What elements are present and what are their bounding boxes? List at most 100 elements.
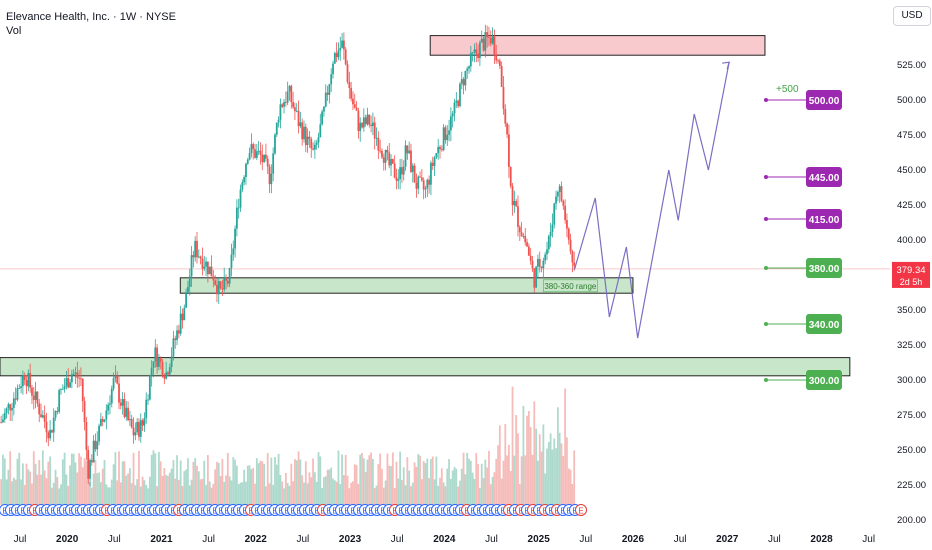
candle-body [0, 422, 3, 423]
candle-body [259, 150, 262, 155]
earnings-marker-label: E [248, 507, 253, 516]
candle-body [323, 106, 325, 112]
volume-bar [337, 450, 340, 505]
volume-bar [444, 486, 447, 505]
volume-bar [237, 484, 240, 505]
candle-body [29, 373, 32, 388]
candle-body [69, 382, 71, 388]
candle-body [399, 167, 402, 180]
candle-body [225, 277, 227, 281]
candle-body [493, 36, 496, 55]
volume-bar [3, 458, 6, 505]
candle-body [404, 145, 407, 167]
candle-body [38, 403, 41, 415]
volume-bar [560, 443, 563, 505]
volume-bar [317, 452, 320, 505]
candle-body [279, 104, 282, 120]
candle-body [527, 246, 530, 256]
candle-body [453, 102, 456, 114]
earnings-marker-label: E [242, 507, 247, 516]
candle-body [484, 32, 487, 51]
volume-bar [566, 437, 568, 505]
volume-bar [359, 454, 362, 505]
candle-body [417, 176, 420, 189]
volume-bar [549, 433, 552, 505]
volume-bar [488, 450, 490, 505]
candle-body [424, 188, 427, 190]
volume-bar [546, 448, 548, 505]
volume-bar [449, 478, 452, 505]
candle-body [268, 166, 271, 185]
volume-bar [408, 470, 411, 505]
volume-bar [364, 472, 367, 505]
candle-body [451, 113, 454, 117]
candle-body [379, 150, 382, 152]
earnings-marker-label: E [236, 507, 241, 516]
candle-body [161, 361, 164, 377]
candle-body [61, 388, 64, 390]
candle-body [489, 37, 492, 44]
volume-bar [192, 461, 195, 505]
level-label-box-4 [806, 314, 842, 334]
volume-bar [107, 487, 110, 505]
candle-body [315, 142, 318, 145]
candle-body [208, 266, 211, 275]
volume-bar [306, 483, 309, 505]
candle-body [96, 441, 99, 450]
candle-body [426, 179, 429, 189]
earnings-marker-label: E [104, 507, 109, 516]
candle-body [506, 123, 508, 135]
candle-body [165, 372, 168, 379]
volume-bar [478, 487, 481, 505]
candle-body [250, 144, 253, 154]
candle-body [439, 146, 441, 150]
candle-body [31, 387, 33, 396]
candle-body [546, 249, 548, 255]
earnings-marker-label: E [92, 507, 97, 516]
candle-body [210, 266, 213, 277]
volume-bar [277, 453, 280, 505]
volume-bar [22, 463, 24, 505]
volume-bar [125, 475, 128, 505]
current-price-tag [892, 261, 930, 288]
currency-button[interactable]: USD [893, 6, 931, 26]
volume-bar [96, 473, 99, 505]
volume-bar [335, 481, 338, 505]
zones-layer: 380-360 range [0, 35, 890, 377]
volume-bar [547, 441, 550, 505]
volume-bar [272, 484, 275, 505]
time-tick-label: 2024 [433, 534, 456, 545]
candle-body [243, 176, 246, 183]
candle-body [70, 374, 73, 383]
price-tick-label: 325.00 [897, 340, 926, 351]
earnings-marker-label: E [356, 507, 361, 516]
volume-bar [544, 473, 547, 505]
volume-bar [393, 487, 396, 505]
candle-body [566, 220, 568, 229]
volume-bar [573, 450, 576, 505]
candle-body [555, 196, 557, 204]
candle-body [556, 191, 559, 197]
earnings-marker-label: E [86, 507, 91, 516]
candle-body [101, 419, 104, 422]
volume-bar [16, 458, 19, 505]
volume-bar [551, 449, 554, 505]
candle-body [558, 186, 561, 192]
price-tick-label: 475.00 [897, 130, 926, 141]
candle-body [569, 239, 572, 252]
candle-body [248, 153, 251, 160]
candle-body [212, 276, 215, 281]
candle-body [235, 207, 238, 229]
candle-body [40, 414, 42, 418]
volume-bar [419, 455, 421, 505]
candle-body [87, 449, 90, 479]
volume-bar [181, 485, 184, 505]
candle-body [386, 149, 389, 153]
candle-body [411, 165, 414, 172]
candle-body [112, 378, 115, 389]
earnings-marker-label: E [536, 507, 541, 516]
earnings-marker-label: E [68, 507, 73, 516]
candle-body [185, 292, 188, 308]
candle-body [573, 262, 576, 266]
